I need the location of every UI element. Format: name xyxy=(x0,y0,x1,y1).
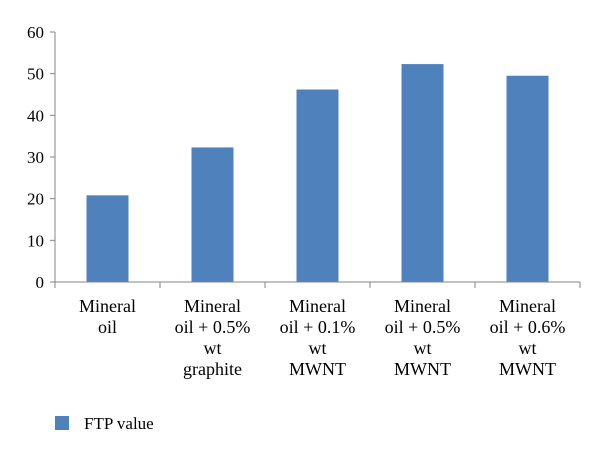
category-label: Mineral oil + 0.5% wt MWNT xyxy=(385,296,461,379)
legend-label: FTP value xyxy=(84,414,154,433)
bar xyxy=(296,89,339,282)
category-label: Mineral oil xyxy=(79,296,136,337)
category-label-line: MWNT xyxy=(499,359,556,379)
bar xyxy=(506,75,549,282)
category-label-line: oil + 0.6% xyxy=(490,317,566,337)
category-label-line: wt xyxy=(309,338,327,358)
axes xyxy=(54,32,581,288)
category-label-line: Mineral xyxy=(79,296,136,316)
category-label-line: oil + 0.1% xyxy=(280,317,356,337)
bar xyxy=(86,195,129,282)
legend: FTP value xyxy=(55,414,154,433)
y-tick-label: 50 xyxy=(27,65,44,84)
category-label-line: oil xyxy=(98,317,117,337)
category-label: Mineral oil + 0.1% wt MWNT xyxy=(280,296,356,379)
bar xyxy=(191,147,234,282)
category-label-line: MWNT xyxy=(394,359,451,379)
category-label: Mineral oil + 0.6% wt MWNT xyxy=(490,296,566,379)
bar xyxy=(401,64,444,282)
category-label-line: Mineral xyxy=(289,296,346,316)
category-label-line: wt xyxy=(519,338,537,358)
category-label-line: oil + 0.5% xyxy=(175,317,251,337)
category-label-line: wt xyxy=(204,338,222,358)
legend-swatch xyxy=(55,416,69,430)
category-label-line: Mineral xyxy=(394,296,451,316)
category-label: Mineral oil + 0.5% wt graphite xyxy=(175,296,251,379)
y-tick-label: 0 xyxy=(36,273,45,292)
y-axis-ticks: 0 10 20 30 40 50 60 xyxy=(27,23,55,292)
y-tick-label: 30 xyxy=(27,148,44,167)
y-tick-label: 40 xyxy=(27,106,44,125)
category-label-line: MWNT xyxy=(289,359,346,379)
category-label-line: wt xyxy=(414,338,432,358)
category-label-line: graphite xyxy=(183,359,242,379)
y-tick-label: 10 xyxy=(27,231,44,250)
category-label-line: Mineral xyxy=(499,296,556,316)
category-label-line: oil + 0.5% xyxy=(385,317,461,337)
y-tick-label: 20 xyxy=(27,190,44,209)
bars xyxy=(86,64,549,282)
category-label-line: Mineral xyxy=(184,296,241,316)
y-tick-label: 60 xyxy=(27,23,44,42)
